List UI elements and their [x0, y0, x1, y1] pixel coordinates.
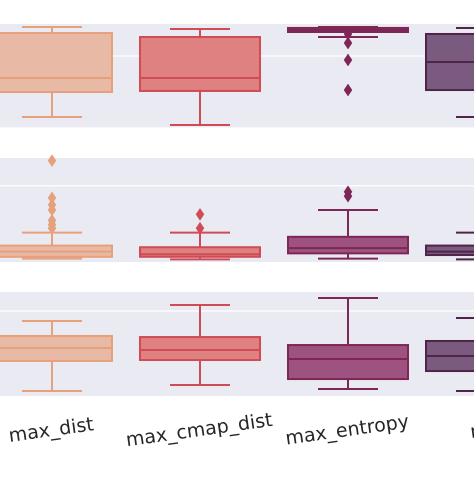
- tick-label-max_entropy: max_entropy: [284, 411, 410, 450]
- flier-top-max_entropy-2: [343, 53, 353, 67]
- flier-top-max_entropy-1: [343, 36, 353, 50]
- tick-label-max_cmap_dist: max_cmap_dist: [124, 409, 273, 451]
- box-middle-max_cmap_dist: [139, 246, 261, 258]
- box-middle-max_entropy: [287, 235, 409, 255]
- flier-top-max_entropy-3: [343, 83, 353, 97]
- flier-middle-max_cmap_dist-0: [195, 221, 205, 235]
- flier-middle-max_dist-5: [47, 191, 57, 205]
- flier-middle-max_dist-2: [47, 213, 57, 227]
- flier-middle-max_dist-6: [47, 154, 57, 168]
- flier-middle-max_dist-4: [47, 198, 57, 212]
- box-top-max_dist: [0, 32, 113, 94]
- box-bottom-max_cmap_dist: [139, 336, 261, 362]
- box-bottom-max_entropy: [287, 344, 409, 381]
- flier-middle-max_entropy-1: [343, 185, 353, 199]
- tick-label-max_dist: max_dist: [7, 413, 95, 447]
- flier-middle-max_cmap_dist-1: [195, 207, 205, 221]
- box-top-max_cmap_dist: [139, 36, 261, 92]
- tick-label-ma: ma: [469, 417, 474, 443]
- box-middle-ma: [425, 244, 474, 257]
